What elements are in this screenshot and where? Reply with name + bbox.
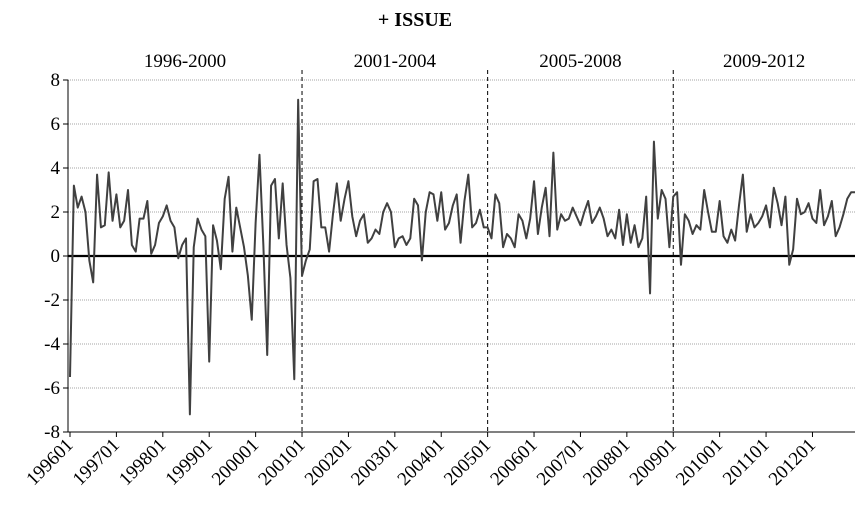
y-tick-label: -6 — [44, 378, 60, 399]
chart-title: + ISSUE — [378, 9, 452, 31]
x-tick-label: 200801 — [579, 435, 634, 490]
y-tick-label: -2 — [44, 290, 60, 311]
x-tick-label: 200501 — [440, 435, 495, 490]
period-label: 2005-2008 — [539, 51, 621, 72]
period-label: 2009-2012 — [723, 51, 805, 72]
y-tick-label: 6 — [51, 114, 61, 135]
x-tick-label: 200201 — [301, 435, 356, 490]
x-tick-label: 200001 — [208, 435, 263, 490]
x-tick-label: 199901 — [162, 435, 217, 490]
x-tick-label: 199801 — [115, 435, 170, 490]
y-tick-label: 0 — [51, 246, 61, 267]
y-tick-label: 4 — [51, 158, 61, 179]
y-tick-label: -8 — [44, 422, 60, 443]
x-tick-label: 199701 — [69, 435, 124, 490]
x-tick-label: 200701 — [533, 435, 588, 490]
data-line — [69, 98, 855, 416]
y-tick-label: 2 — [51, 202, 61, 223]
x-tick-label: 200101 — [254, 435, 309, 490]
x-tick-label: 201201 — [765, 435, 820, 490]
x-tick-label: 200901 — [626, 435, 681, 490]
period-label: 1996-2000 — [144, 51, 226, 72]
x-tick-label: 200401 — [394, 435, 449, 490]
x-tick-label: 201001 — [672, 435, 727, 490]
y-tick-label: -4 — [44, 334, 60, 355]
x-tick-label: 200601 — [486, 435, 541, 490]
x-tick-label: 200301 — [347, 435, 402, 490]
period-label: 2001-2004 — [354, 51, 437, 72]
x-tick-label: 201101 — [719, 435, 774, 490]
y-tick-label: 8 — [51, 70, 61, 91]
